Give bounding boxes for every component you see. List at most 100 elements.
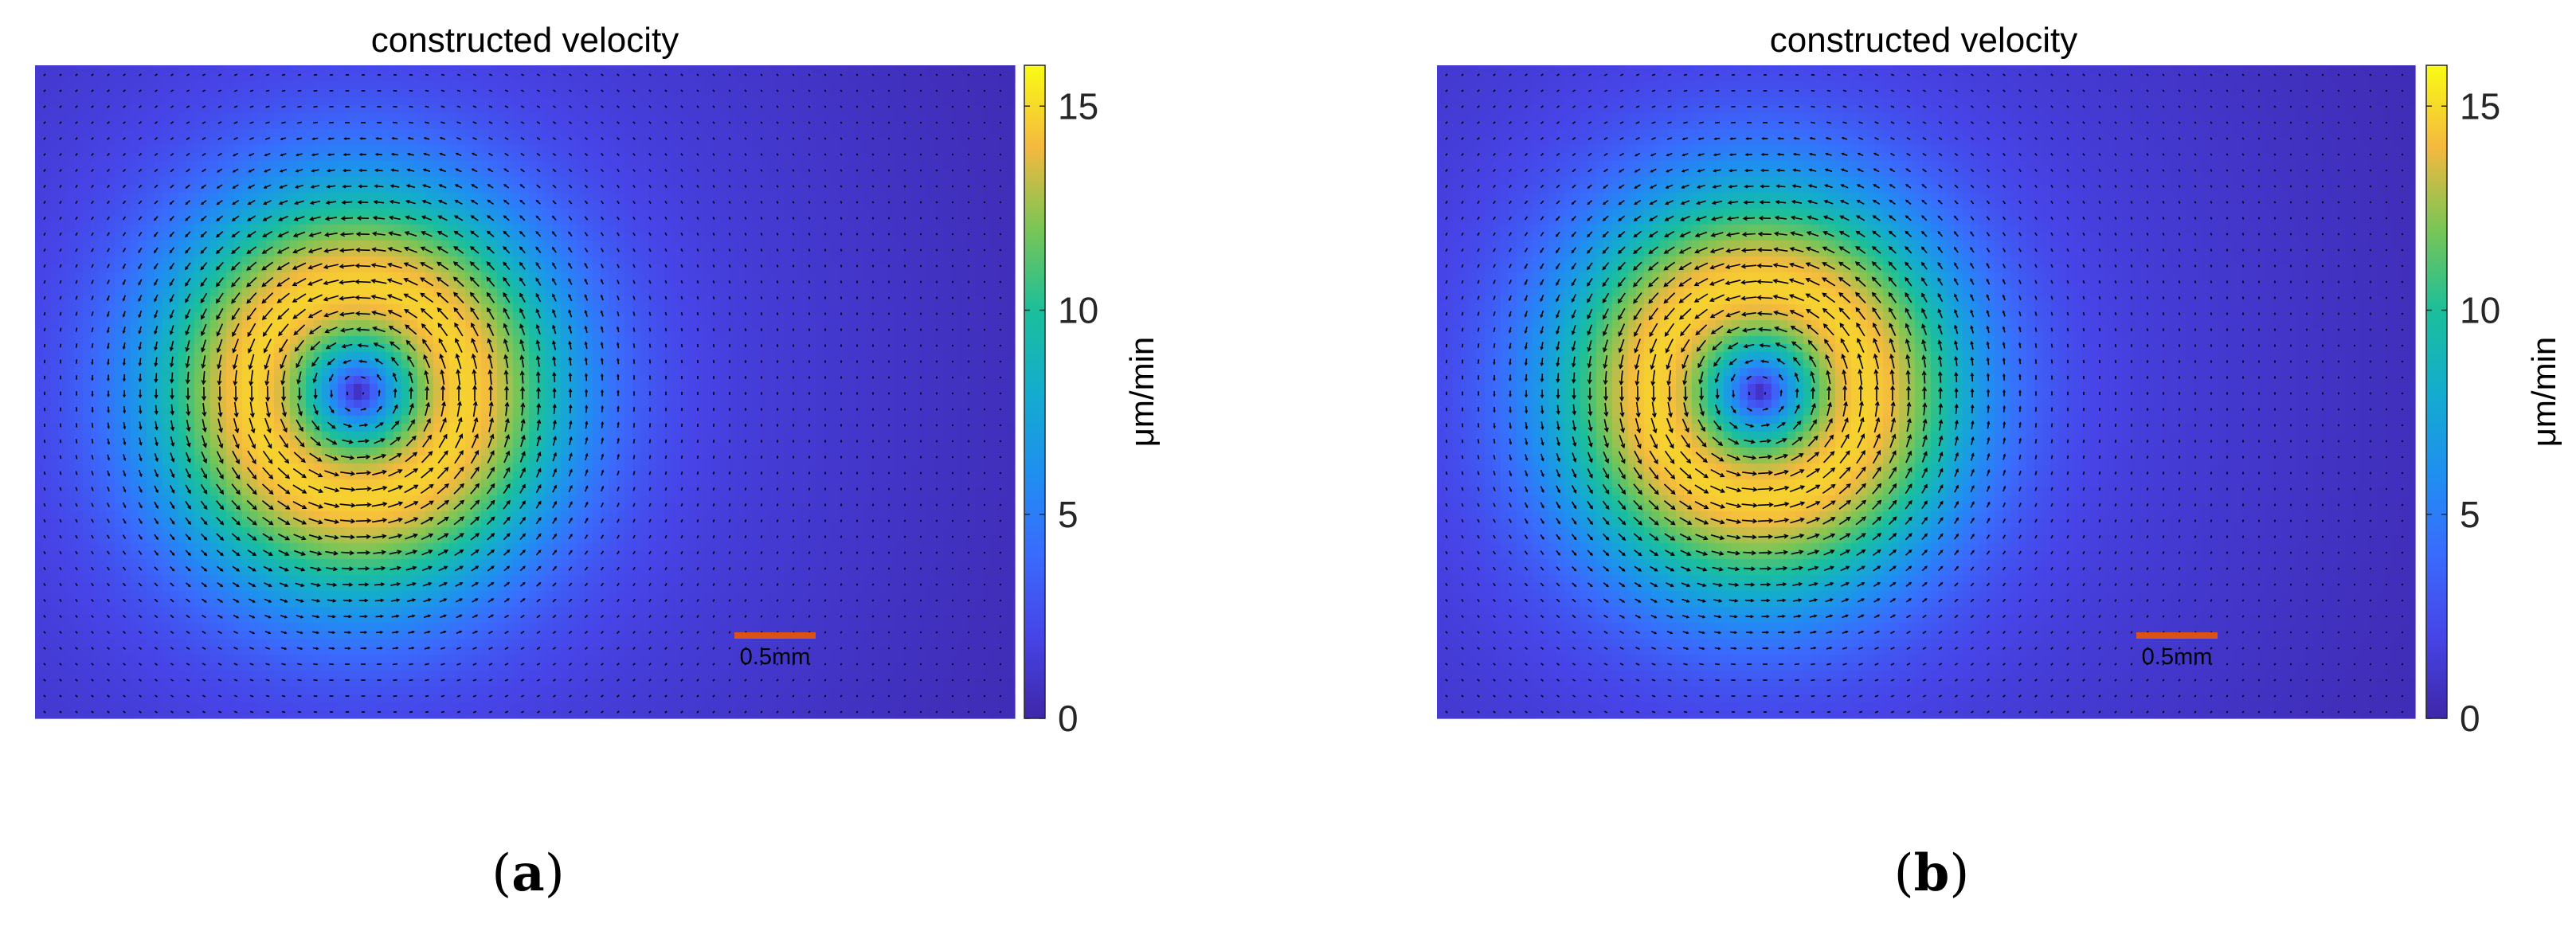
heatmap-cell [473,113,482,122]
heatmap-cell [497,65,506,74]
heatmap-cell [911,113,920,122]
heatmap-cell [290,89,299,98]
heatmap-cell [672,81,681,90]
heatmap-cell [226,73,235,82]
heatmap-cell [983,97,992,106]
heatmap-cell [99,129,108,138]
heatmap-cell [266,97,275,106]
heatmap-cell [131,89,139,98]
heatmap-cell [800,65,808,74]
heatmap-cell [720,65,729,74]
heatmap-cell [35,137,44,146]
heatmap-cell [768,137,777,146]
heatmap-cell [863,97,872,106]
heatmap-cell [624,89,633,98]
heatmap-cell [67,105,76,114]
heatmap-cell [800,97,808,106]
heatmap-cell [601,65,609,74]
heatmap-cell [226,129,235,138]
heatmap-cell [417,129,426,138]
heatmap-cell [194,105,203,114]
heatmap-cell [529,89,538,98]
heatmap-cell [879,81,888,90]
heatmap-cell [561,129,570,138]
heatmap-cell [999,65,1008,74]
heatmap-cell [107,113,115,122]
heatmap-cell [521,81,530,90]
heatmap-cell [314,81,323,90]
heatmap-cell [67,97,76,106]
heatmap-cell [274,89,283,98]
heatmap-cell [457,129,466,138]
heatmap-cell [545,121,554,130]
heatmap-cell [768,113,777,122]
heatmap-cell [35,73,44,82]
heatmap-cell [728,81,737,90]
heatmap-cell [457,113,466,122]
heatmap-cell [218,81,227,90]
heatmap-cell [186,81,195,90]
heatmap-cell [147,129,155,138]
heatmap-cell [593,137,601,146]
heatmap-cell [51,121,60,130]
heatmap-cell [855,113,864,122]
heatmap-cell [593,89,601,98]
heatmap-cell [848,65,856,74]
heatmap-cell [417,89,426,98]
heatmap-cell [688,129,697,138]
heatmap-cell [704,129,713,138]
heatmap-cell [688,89,697,98]
heatmap-cell [162,129,171,138]
heatmap-cell [210,105,219,114]
heatmap-cell [147,89,155,98]
heatmap-cell [585,81,593,90]
heatmap-cell [640,121,649,130]
heatmap-cell [632,113,641,122]
heatmap-cell [75,81,84,90]
heatmap-cell [736,105,745,114]
heatmap-cell [155,81,163,90]
heatmap-cell [370,89,378,98]
heatmap-cell [975,129,984,138]
heatmap-cell [911,73,920,82]
heatmap-cell [306,81,315,90]
heatmap-cell [537,129,546,138]
heatmap-cell [139,113,147,122]
heatmap-cell [656,65,665,74]
heatmap-cell [250,81,259,90]
heatmap-cell [585,113,593,122]
heatmap-cell [258,97,267,106]
heatmap-cell [601,129,609,138]
heatmap-cell [473,97,482,106]
heatmap-cell [481,97,490,106]
heatmap-cell [314,97,323,106]
heatmap-cell [59,81,68,90]
heatmap-cell [513,121,522,130]
heatmap-cell [561,97,570,106]
heatmap-cell [242,113,251,122]
heatmap-cell [162,89,171,98]
heatmap-cell [401,65,410,74]
heatmap-cell [951,65,960,74]
heatmap-cell [863,129,872,138]
heatmap-cell [569,97,577,106]
heatmap-cell [338,113,346,122]
heatmap-cell [1007,129,1016,138]
heatmap-cell [449,121,458,130]
heatmap-cell [720,73,729,82]
heatmap-cell [354,73,362,82]
heatmap-cell [449,137,458,146]
heatmap-cell [51,113,60,122]
heatmap-cell [624,97,633,106]
heatmap-cell [959,105,968,114]
heatmap-cell [529,113,538,122]
heatmap-cell [768,121,777,130]
heatmap-cell [513,113,522,122]
heatmap-cell [991,121,1000,130]
heatmap-cell [386,65,394,74]
heatmap-cell [147,105,155,114]
heatmap-cell [688,81,697,90]
heatmap-cell [704,113,713,122]
heatmap-cell [569,65,577,74]
heatmap-cell [784,81,793,90]
